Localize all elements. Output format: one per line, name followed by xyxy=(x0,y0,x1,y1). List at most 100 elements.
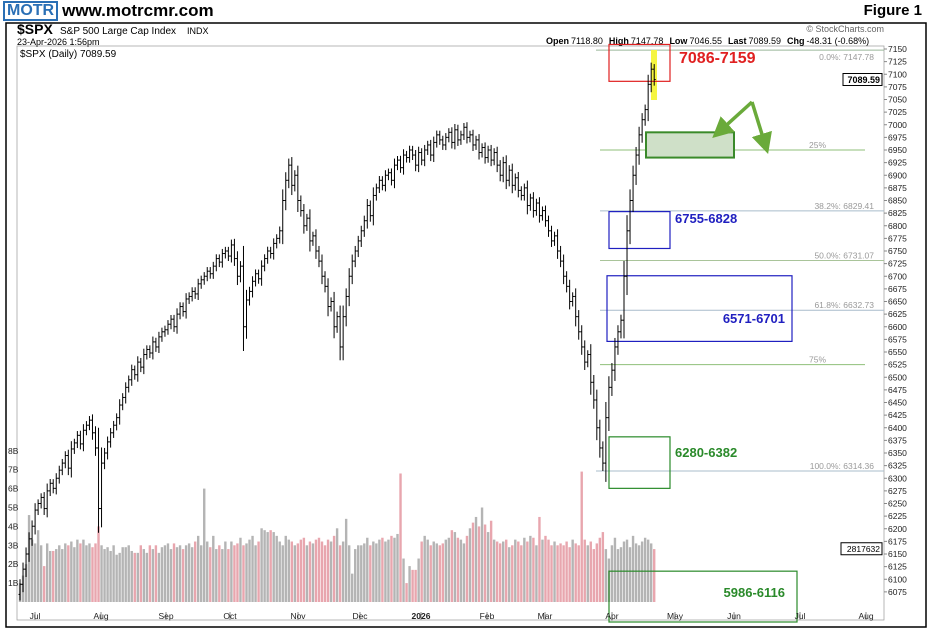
y-tick-label: 6125 xyxy=(888,562,907,572)
ohlc-bar xyxy=(338,305,342,361)
ohlc-bar xyxy=(329,297,333,312)
ohlc-bar xyxy=(66,449,70,476)
ohlc-bar xyxy=(411,145,415,161)
ohlc-bar xyxy=(130,364,134,386)
volume-bar xyxy=(67,545,70,602)
timestamp: 23-Apr-2026 1:56pm xyxy=(17,37,100,47)
volume-bar xyxy=(474,516,478,602)
volume-bar xyxy=(200,545,203,602)
ohlc-bar xyxy=(154,337,158,352)
y-tick-label: 6375 xyxy=(888,435,907,445)
y-tick-label: 6500 xyxy=(888,372,907,382)
y-tick-label: 6075 xyxy=(888,587,907,597)
ohlc-bar xyxy=(190,287,194,302)
volume-bar xyxy=(124,547,127,602)
volume-bar xyxy=(130,550,133,602)
volume-bar xyxy=(483,524,487,602)
volume-bar xyxy=(653,549,656,602)
ohlc-bar xyxy=(314,229,318,259)
ohlc-bar xyxy=(72,438,76,454)
volume-bar xyxy=(547,539,550,602)
volume-bar xyxy=(601,532,605,602)
ohlc-bar xyxy=(332,291,336,339)
ohlc-bar xyxy=(392,158,396,189)
ohlc-bar xyxy=(423,144,427,167)
volume-bar xyxy=(396,533,399,602)
volume-bar xyxy=(369,545,372,602)
legend: $SPX (Daily) 7089.59 xyxy=(20,49,117,60)
ohlc-bar xyxy=(399,155,403,173)
ohlc-bar xyxy=(537,197,541,223)
volume-bar xyxy=(423,535,426,602)
volume-tick-label: 1B xyxy=(8,578,19,588)
volume-bar xyxy=(290,541,293,602)
volume-bar xyxy=(420,541,423,602)
volume-bar xyxy=(308,541,312,602)
volume-bar xyxy=(169,549,173,602)
volume-bar xyxy=(637,545,641,602)
ohlc-bar xyxy=(133,365,137,380)
fib-levels: 0.0%: 7147.78 25% 38.2%: 6829.41 50.0%: 673… xyxy=(596,49,884,472)
y-tick-label: 6800 xyxy=(888,221,907,231)
volume-bar xyxy=(502,541,505,602)
volume-bar xyxy=(127,545,130,602)
volume-bar xyxy=(103,549,106,602)
fib-label: 25% xyxy=(809,140,826,150)
y-tick-label: 7075 xyxy=(888,82,907,92)
zone-label: 6755-6828 xyxy=(675,211,737,226)
y-tick-label: 6550 xyxy=(888,347,907,357)
volume-bar xyxy=(643,537,647,602)
ohlc-bar xyxy=(441,135,445,150)
ohlc-bar xyxy=(631,165,635,213)
volume-bar xyxy=(511,545,514,602)
volume-bar xyxy=(206,541,209,602)
ohlc-bar xyxy=(616,325,620,355)
ohlc-bar xyxy=(528,193,532,211)
ohlc-bar xyxy=(562,254,566,285)
volume-bar xyxy=(326,539,330,602)
ohlc-bar xyxy=(57,465,61,484)
volume-bar xyxy=(79,543,82,602)
volume-bar xyxy=(151,549,155,602)
ohlc-bar xyxy=(235,251,239,286)
volume-bar xyxy=(649,543,653,602)
site-url[interactable]: www.motrcmr.com xyxy=(62,1,214,20)
volume-bar xyxy=(39,545,43,602)
y-tick-label: 7100 xyxy=(888,69,907,79)
ohlc-bar xyxy=(565,271,569,293)
volume-bar xyxy=(239,537,242,602)
ohlc-bar xyxy=(377,176,381,194)
y-tick-label: 7150 xyxy=(888,44,907,54)
y-tick-label: 6675 xyxy=(888,284,907,294)
volume-bar xyxy=(215,549,218,602)
ohlc-bar xyxy=(586,350,590,368)
x-tick-label: Jul xyxy=(30,611,41,621)
volume-bar xyxy=(305,545,309,602)
ohlc-bar xyxy=(359,225,363,247)
ohlc-bar xyxy=(30,520,34,546)
ohlc-bar xyxy=(238,261,242,283)
ohlc-bar xyxy=(356,235,360,258)
ohlc-bar xyxy=(480,143,484,158)
arrow-icon xyxy=(712,100,754,139)
ohlc-bar xyxy=(640,113,644,143)
x-tick-label: Nov xyxy=(290,611,306,621)
ohlc-bar xyxy=(414,150,418,172)
ohlc-bar xyxy=(462,122,466,141)
volume-bar xyxy=(224,541,227,602)
x-tick-label: Jun xyxy=(727,611,741,621)
ohlc-bar xyxy=(145,345,149,360)
volume-bar xyxy=(529,535,532,602)
volume-bar xyxy=(520,545,523,602)
volume-bar xyxy=(489,520,493,602)
ohlc-bar xyxy=(429,139,433,162)
volume-bar xyxy=(417,558,420,602)
ohlc-bar xyxy=(100,447,104,528)
ohlc-bar xyxy=(27,532,31,562)
ohlc-bar xyxy=(447,128,451,143)
ohlc-bar xyxy=(350,254,354,285)
ohlc-bar xyxy=(220,248,224,268)
volume-bar xyxy=(73,547,76,602)
ohlc-bar xyxy=(335,311,339,333)
